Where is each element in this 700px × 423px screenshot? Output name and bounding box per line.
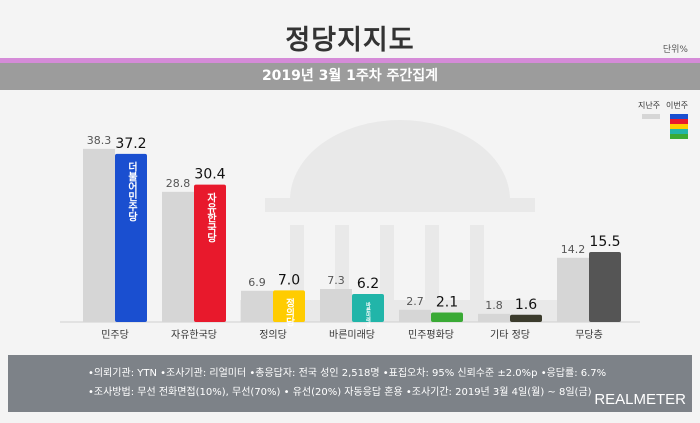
party-logo: 바른미래당 [365,301,371,328]
label-previous-week: 1.8 [485,299,503,312]
label-previous-week: 14.2 [561,243,586,256]
bar-current-week [115,153,147,322]
label-previous-week: 6.9 [248,276,266,289]
party-logo: 더불어민주당 [126,161,138,223]
label-current-week: 1.6 [515,297,537,313]
title-divider [0,58,700,63]
label-current-week: 2.1 [436,295,458,311]
label-previous-week: 38.3 [87,134,112,147]
legend-current-swatch [670,124,688,129]
category-label: 기타 정당 [490,329,530,341]
category-label: 바른미래당 [329,329,375,341]
bar-current-week [431,312,463,322]
legend-previous-label: 지난주 [638,101,661,110]
party-logo: 정의당 [284,298,295,328]
unit-label: 단위% [662,45,688,55]
bar-previous-week [557,257,589,322]
party-logo: 자유한국당 [205,191,217,243]
legend-current-swatch [670,114,688,119]
label-current-week: 37.2 [115,136,146,152]
survey-info-line-2: •조사방법: 무선 전화면접(10%), 무선(70%) • 유선(20%) 자… [88,387,592,398]
bar-current-week [510,314,542,322]
category-label: 무당층 [575,329,603,341]
category-label: 정의당 [259,329,287,341]
bar-previous-week [162,191,194,322]
bar-previous-week [83,148,115,322]
category-label: 자유한국당 [171,329,217,341]
page-title: 정당지지도 [285,25,415,56]
legend-current-swatch [670,119,688,124]
label-previous-week: 7.3 [327,274,345,287]
legend-current-swatch [670,134,688,139]
survey-info-box: •의뢰기관: YTN •조사기관: 리얼미터 •총응답자: 전국 성인 2,51… [8,355,692,412]
bar-current-week [273,290,305,322]
bar-current-week [589,251,621,322]
category-label: 민주평화당 [408,329,454,341]
bar-current-week [194,184,226,322]
label-current-week: 30.4 [194,167,225,183]
label-current-week: 7.0 [278,272,300,288]
label-current-week: 6.2 [357,276,379,292]
realmeter-logo: REALMETER [594,391,686,408]
bar-previous-week [241,290,273,322]
legend-current-swatch [670,129,688,134]
label-current-week: 15.5 [589,234,620,250]
label-previous-week: 2.7 [406,295,424,308]
legend-current-label: 이번주 [666,101,689,110]
bar-previous-week [399,309,431,322]
survey-info-line-1: •의뢰기관: YTN •조사기관: 리얼미터 •총응답자: 전국 성인 2,51… [88,368,607,379]
bar-current-week [352,293,384,322]
bar-previous-week [478,313,510,322]
label-previous-week: 28.8 [166,177,191,190]
legend-previous-swatch [642,114,660,119]
subtitle-band: 2019년 3월 1주차 주간집계 [0,63,700,90]
bar-previous-week [320,289,352,322]
category-label: 민주당 [101,329,129,341]
